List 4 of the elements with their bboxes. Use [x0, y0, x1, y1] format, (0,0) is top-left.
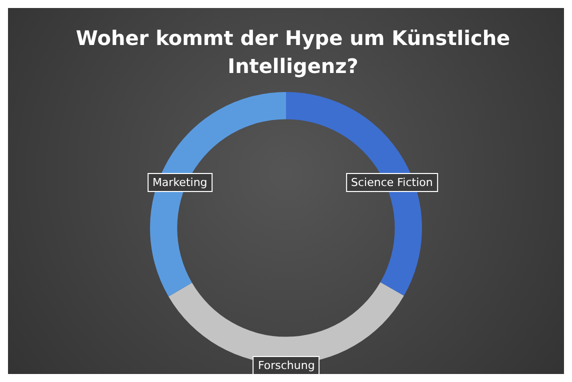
slice-label: Science Fiction	[346, 172, 438, 192]
chart-title: Woher kommt der Hype um Künstliche Intelligenz?	[74, 25, 512, 80]
slice-label: Forschung	[252, 356, 320, 376]
slice-label: Marketing	[147, 173, 212, 192]
